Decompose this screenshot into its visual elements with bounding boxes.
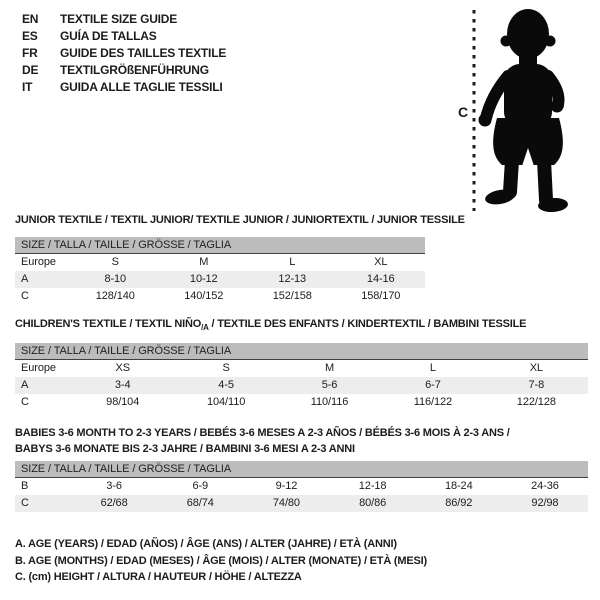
row-label: C xyxy=(21,497,29,509)
legend-notes: A. AGE (YEARS) / EDAD (AÑOS) / ÂGE (ANS)… xyxy=(15,536,427,586)
title-line-2: BABYS 3-6 MONATE BIS 2-3 JAHRE / BAMBINI… xyxy=(15,443,355,455)
cell: 80/86 xyxy=(359,497,387,509)
cell: 3-4 xyxy=(114,379,131,391)
cell: 86/92 xyxy=(445,497,473,509)
size-header-band: SIZE / TALLA / TAILLE / GRÖSSE / TAGLIA xyxy=(15,343,588,360)
lang-code: DE xyxy=(22,63,39,77)
table-row-b: B 3-6 6-9 9-12 12-18 18-24 24-36 xyxy=(15,478,588,495)
cell: L xyxy=(289,256,296,268)
cell: 6-9 xyxy=(192,480,209,492)
note-c: C. (cm) HEIGHT / ALTURA / HAUTEUR / HÖHE… xyxy=(15,571,302,583)
cell: 98/104 xyxy=(106,396,140,408)
cell: XL xyxy=(529,362,543,374)
cell: S xyxy=(222,362,230,374)
cell: 14-16 xyxy=(366,273,395,285)
table-row-europe: Europe XS S M L XL xyxy=(15,360,588,377)
cell: 24-36 xyxy=(531,480,559,492)
row-label: A xyxy=(21,273,29,285)
lang-row-de: DE TEXTILGRÖßENFÜHRUNG xyxy=(22,62,226,79)
cell: 92/98 xyxy=(531,497,559,509)
cell: 3-6 xyxy=(106,480,122,492)
children-section-title: CHILDREN'S TEXTILE / TEXTIL NIÑO/A / TEX… xyxy=(15,318,527,333)
table-row-a: A 3-4 4-5 5-6 6-7 7-8 xyxy=(15,377,588,394)
size-header-band: SIZE / TALLA / TAILLE / GRÖSSE / TAGLIA xyxy=(15,461,588,478)
note-b: B. AGE (MONTHS) / EDAD (MESES) / ÂGE (MO… xyxy=(15,554,427,567)
junior-size-table: SIZE / TALLA / TAILLE / GRÖSSE / TAGLIA … xyxy=(15,237,425,305)
cell: S xyxy=(111,256,119,268)
lang-row-fr: FR GUIDE DES TAILLES TEXTILE xyxy=(22,45,226,62)
cell: 7-8 xyxy=(528,379,545,391)
cell: 10-12 xyxy=(189,273,218,285)
cell: 122/128 xyxy=(516,396,556,408)
lang-row-en: EN TEXTILE SIZE GUIDE xyxy=(22,11,226,28)
size-header-band: SIZE / TALLA / TAILLE / GRÖSSE / TAGLIA xyxy=(15,237,425,254)
lang-title: GUÍA DE TALLAS xyxy=(60,29,157,43)
title-subscript: /A xyxy=(201,323,209,333)
lang-title: TEXTILGRÖßENFÜHRUNG xyxy=(60,63,209,77)
table-row-c: C 98/104 104/110 110/116 116/122 122/128 xyxy=(15,394,588,411)
row-label: A xyxy=(21,379,29,391)
cell: 104/110 xyxy=(206,396,246,408)
row-label: Europe xyxy=(21,362,56,374)
lang-code: ES xyxy=(22,29,38,43)
cell: XS xyxy=(115,362,130,374)
cell: 128/140 xyxy=(95,290,135,302)
cell: M xyxy=(199,256,209,268)
cell: XL xyxy=(374,256,388,268)
cell: 116/122 xyxy=(413,396,453,408)
cell: 140/152 xyxy=(184,290,224,302)
baby-figure: C xyxy=(440,0,600,220)
shorts-notch xyxy=(522,148,534,166)
table-row-a: A 8-10 10-12 12-13 14-16 xyxy=(15,271,425,288)
cell: 62/68 xyxy=(100,497,128,509)
note-a: A. AGE (YEARS) / EDAD (AÑOS) / ÂGE (ANS)… xyxy=(15,538,397,550)
lang-title: GUIDE DES TAILLES TEXTILE xyxy=(60,46,227,60)
cell: 4-5 xyxy=(218,379,234,391)
lang-title: GUIDA ALLE TAGLIE TESSILI xyxy=(60,80,223,94)
title-part: CHILDREN'S TEXTILE / TEXTIL NIÑO xyxy=(15,318,202,330)
table-row-c: C 62/68 68/74 74/80 80/86 86/92 92/98 xyxy=(15,495,588,512)
children-size-table: SIZE / TALLA / TAILLE / GRÖSSE / TAGLIA … xyxy=(15,343,588,411)
title-part: / TEXTILE DES ENFANTS / KINDERTEXTIL / B… xyxy=(208,318,527,330)
lang-code: IT xyxy=(22,80,33,94)
cell: 12-13 xyxy=(278,273,307,285)
table-row-europe: Europe S M L XL xyxy=(15,254,425,271)
height-measure-label: C xyxy=(458,104,468,120)
babies-size-table: SIZE / TALLA / TAILLE / GRÖSSE / TAGLIA … xyxy=(15,461,588,512)
cell: 6-7 xyxy=(425,379,441,391)
baby-silhouette-icon: C xyxy=(458,9,568,213)
cell: 74/80 xyxy=(272,497,300,509)
lang-code: FR xyxy=(22,46,38,60)
row-label: C xyxy=(21,396,29,408)
title-line-1: BABIES 3-6 MONTH TO 2-3 YEARS / BEBÉS 3-… xyxy=(15,427,510,439)
cell: 5-6 xyxy=(321,379,338,391)
lang-row-it: IT GUIDA ALLE TAGLIE TESSILI xyxy=(22,79,226,96)
cell: 9-12 xyxy=(275,480,298,492)
junior-section-title: JUNIOR TEXTILE / TEXTIL JUNIOR/ TEXTILE … xyxy=(15,214,465,226)
language-title-list: EN TEXTILE SIZE GUIDE ES GUÍA DE TALLAS … xyxy=(22,11,226,96)
lang-code: EN xyxy=(22,12,39,26)
cell: 8-10 xyxy=(104,273,127,285)
cell: 68/74 xyxy=(186,497,214,509)
table-row-c: C 128/140 140/152 152/158 158/170 xyxy=(15,288,425,305)
cell: 12-18 xyxy=(358,480,387,492)
lang-title: TEXTILE SIZE GUIDE xyxy=(60,12,178,26)
row-label: Europe xyxy=(21,256,56,268)
row-label: C xyxy=(21,290,29,302)
lang-row-es: ES GUÍA DE TALLAS xyxy=(22,28,226,45)
cell: 110/116 xyxy=(310,396,349,408)
cell: 18-24 xyxy=(444,480,473,492)
cell: L xyxy=(429,362,436,374)
cell: M xyxy=(324,362,335,374)
babies-section-title: BABIES 3-6 MONTH TO 2-3 YEARS / BEBÉS 3-… xyxy=(15,425,510,457)
row-label: B xyxy=(21,480,29,492)
cell: 152/158 xyxy=(272,290,312,302)
cell: 158/170 xyxy=(361,290,401,302)
